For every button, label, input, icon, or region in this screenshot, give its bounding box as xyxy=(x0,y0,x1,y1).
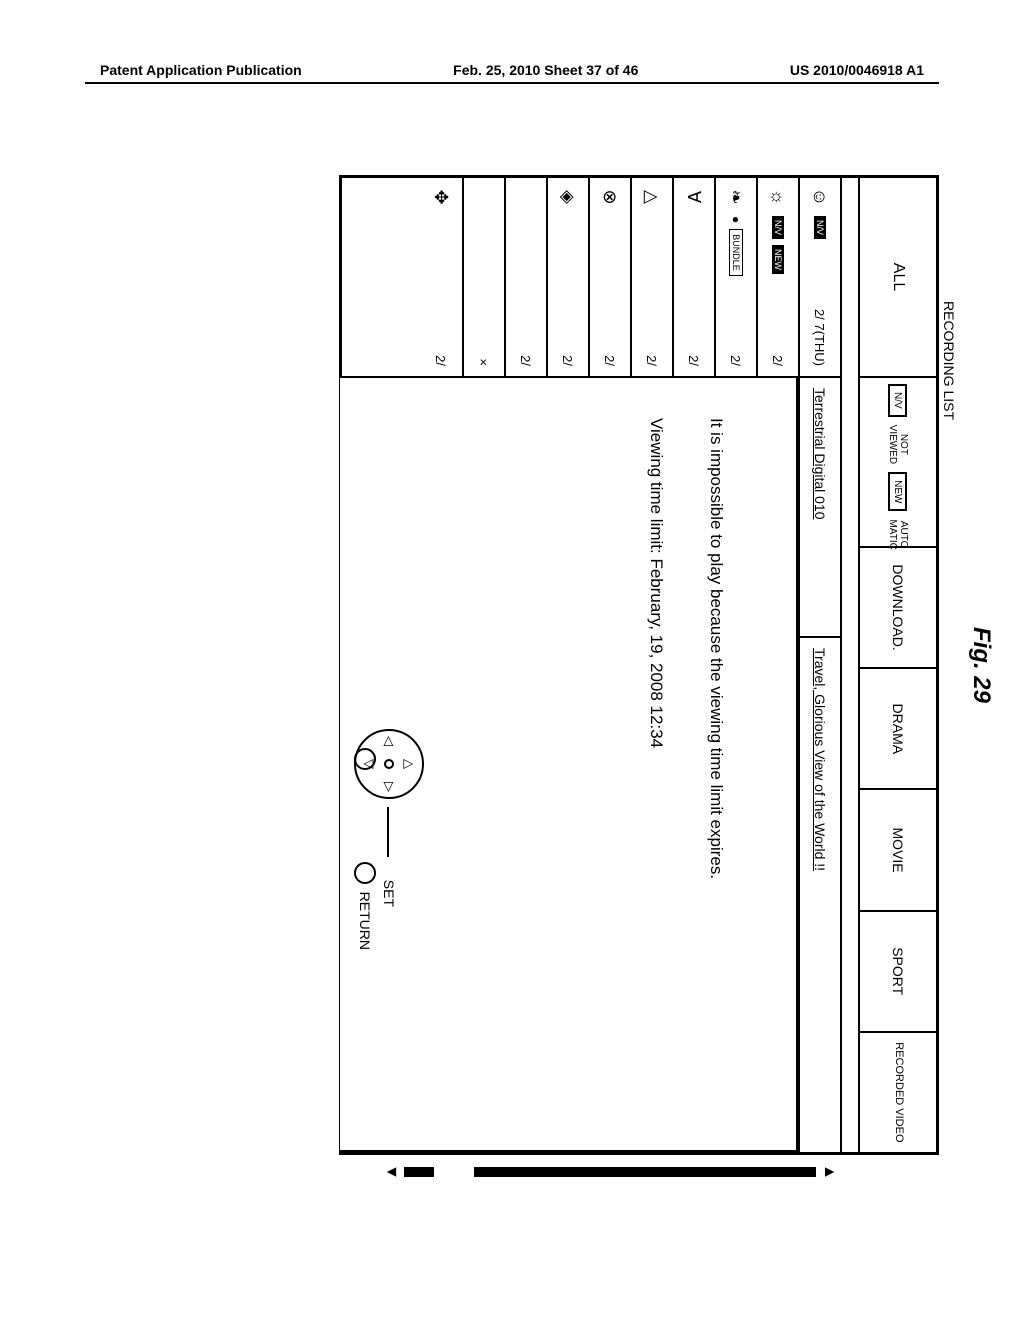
scroll-track[interactable] xyxy=(404,1167,816,1177)
tab-download[interactable]: DOWNLOAD. xyxy=(860,548,936,669)
mini-tab-nv[interactable]: N/V xyxy=(889,384,908,417)
row-icon: ☺ xyxy=(810,184,831,210)
circle-button-left[interactable] xyxy=(354,748,376,770)
detail-header: Terrestrial Digital 010 Travel, Glorious… xyxy=(798,378,840,1152)
dpad-right-icon[interactable]: ▷ xyxy=(381,782,397,792)
badge-new: NEW xyxy=(772,245,784,274)
row-icon: △ xyxy=(642,184,663,210)
detail-channel: Terrestrial Digital 010 xyxy=(800,378,840,638)
list-item[interactable]: ☺ N/V 2/ 7(THU) xyxy=(798,178,840,376)
screen: ALL N/V NOT VIEWED NEW AUTO MATIC DOWNLO… xyxy=(339,175,939,1155)
row-date: 2/ xyxy=(561,355,576,366)
list-item[interactable]: ❧ ● BUNDLE 2/ xyxy=(714,178,756,376)
mini-tab-not-viewed[interactable]: NOT VIEWED xyxy=(885,421,911,468)
list-item[interactable]: 2/ xyxy=(504,178,546,376)
list-item[interactable]: × xyxy=(462,178,504,376)
dot-icon: ● xyxy=(729,216,743,223)
row-icon: ∀ xyxy=(684,184,705,210)
row-date: × xyxy=(477,358,492,366)
row-icon: ☼ xyxy=(768,184,789,210)
badge-nv: N/V xyxy=(772,216,784,239)
row-date: 2/ xyxy=(519,355,534,366)
row-icon: ❧ xyxy=(726,184,747,210)
dpad-center[interactable] xyxy=(384,759,394,769)
row-date: 2/ xyxy=(771,355,786,366)
popup-dialog: It is impossible to play because the vie… xyxy=(340,378,798,1152)
list-column: ☺ N/V 2/ 7(THU) ☼ N/V NEW 2/ ❧ ● BUNDLE … xyxy=(340,178,840,378)
tabs-row: ALL N/V NOT VIEWED NEW AUTO MATIC DOWNLO… xyxy=(858,178,936,1152)
row-date: 2/ xyxy=(645,355,660,366)
row-date: 2/ xyxy=(729,355,744,366)
row-icon: ◈ xyxy=(558,184,579,210)
tab-movie[interactable]: MOVIE xyxy=(860,790,936,911)
row-date: 2/ xyxy=(434,355,449,366)
tab-filter-group: N/V NOT VIEWED NEW AUTO MATIC xyxy=(860,378,936,548)
list-item[interactable]: ∀ 2/ xyxy=(672,178,714,376)
popup-message-1: It is impossible to play because the vie… xyxy=(706,418,726,1110)
dpad-up-icon[interactable]: △ xyxy=(401,759,417,769)
row-icon: ✥ xyxy=(431,184,452,210)
list-item[interactable]: ◈ 2/ xyxy=(546,178,588,376)
header-rule xyxy=(85,82,939,84)
figure-label: Fig. 29 xyxy=(967,295,995,1035)
header-left: Patent Application Publication xyxy=(100,62,302,78)
list-item[interactable]: △ 2/ xyxy=(630,178,672,376)
badge-bundle: BUNDLE xyxy=(729,229,743,276)
set-label: SET xyxy=(381,880,397,907)
return-group: RETURN xyxy=(354,862,376,950)
scroll-up-icon[interactable]: ▲ xyxy=(820,1164,838,1180)
detail-column: Terrestrial Digital 010 Travel, Glorious… xyxy=(340,378,840,1152)
set-connector xyxy=(387,807,389,857)
tab-recorded-video[interactable]: RECORDED VIDEO xyxy=(860,1033,936,1152)
tab-recorded-label: RECORDED VIDEO xyxy=(891,1042,904,1142)
header-center: Feb. 25, 2010 Sheet 37 of 46 xyxy=(453,62,638,78)
mini-tab-new[interactable]: NEW xyxy=(889,472,908,511)
tab-sport[interactable]: SPORT xyxy=(860,912,936,1033)
popup-message-2: Viewing time limit: February, 19, 2008 1… xyxy=(646,418,666,1110)
scroll-gap xyxy=(434,1165,474,1179)
return-button[interactable] xyxy=(354,862,376,884)
return-label: RETURN xyxy=(357,892,373,950)
tab-drama[interactable]: DRAMA xyxy=(860,669,936,790)
row-date: 2/ xyxy=(687,355,702,366)
row-date: 2/ 7(THU) xyxy=(813,309,828,366)
badge-nv: N/V xyxy=(814,216,826,239)
scrollbar[interactable]: ▲ ▼ xyxy=(382,1160,838,1184)
spacer xyxy=(840,178,858,1152)
recording-list-label: RECORDING LIST xyxy=(941,301,957,1035)
tab-all[interactable]: ALL xyxy=(860,178,936,378)
detail-title: Travel, Glorious View of the World !! xyxy=(812,638,828,1152)
list-item[interactable]: ✥ 2/ xyxy=(420,178,462,376)
dpad-left-icon[interactable]: ◁ xyxy=(381,736,397,746)
row-date: 2/ xyxy=(603,355,618,366)
header-right: US 2010/0046918 A1 xyxy=(790,62,924,78)
scroll-down-icon[interactable]: ▼ xyxy=(382,1164,400,1180)
row-icon: ⊗ xyxy=(600,184,621,210)
list-item[interactable]: ⊗ 2/ xyxy=(588,178,630,376)
list-item[interactable]: ☼ N/V NEW 2/ xyxy=(756,178,798,376)
